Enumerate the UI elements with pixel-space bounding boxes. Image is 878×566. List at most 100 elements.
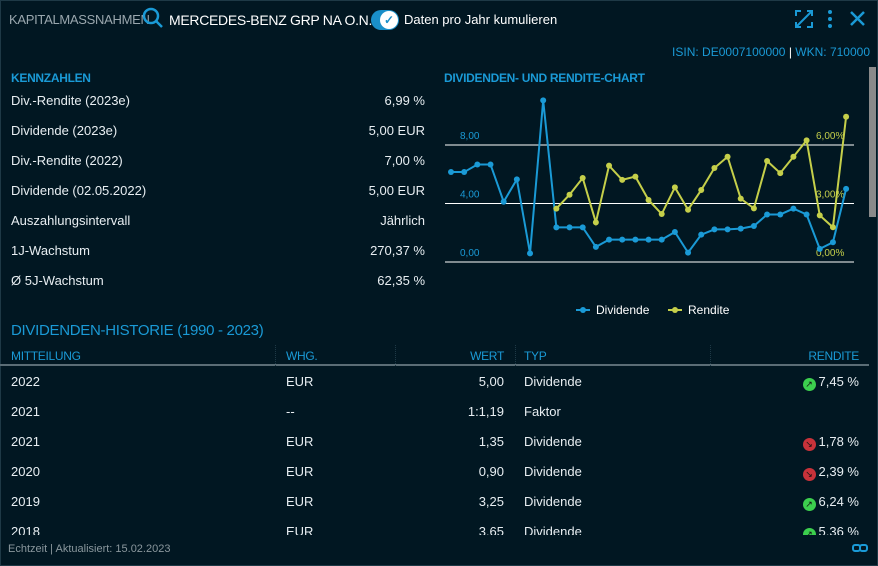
data-point-dividende [671, 229, 678, 236]
cell-value: 5,00 [478, 374, 504, 389]
table-row[interactable]: 2019 EUR 3,25 Dividende ↗ 6,24 % [0, 486, 869, 516]
cell-type: Dividende [524, 494, 582, 509]
data-point-dividende [448, 169, 454, 176]
right-tick-label: 3,00% [816, 190, 844, 201]
data-point-rendite [632, 173, 639, 180]
data-point-dividende [724, 226, 731, 233]
cell-currency: -- [286, 404, 295, 419]
link-icon[interactable] [852, 541, 868, 556]
table-row[interactable]: 2018 EUR 3,65 Dividende ↗ 5,36 % [0, 516, 869, 535]
cell-type: Dividende [524, 524, 582, 535]
data-point-dividende [658, 236, 665, 243]
cell-year: 2022 [11, 374, 40, 389]
data-point-dividende [619, 236, 626, 243]
legend-label-rendite: Rendite [688, 303, 730, 317]
kennzahl-value: 5,00 EUR [368, 123, 425, 138]
table-row[interactable]: 2020 EUR 0,90 Dividende ↘ 2,39 % [0, 456, 869, 486]
data-point-dividende [816, 245, 823, 252]
data-point-rendite [777, 170, 784, 177]
trend-up-icon: ↗ [802, 498, 816, 511]
data-point-rendite [803, 137, 810, 144]
chart-title: DIVIDENDEN- UND RENDITE-CHART [444, 71, 645, 85]
col-rendite[interactable]: RENDITE [808, 349, 859, 363]
data-point-rendite [671, 184, 678, 191]
kennzahl-label: Div.-Rendite (2022) [11, 153, 123, 168]
status-footer: Echtzeit | Aktualisiert: 15.02.2023 [8, 543, 171, 555]
toggle-label: Daten pro Jahr kumulieren [404, 12, 558, 27]
data-point-dividende [764, 211, 771, 218]
data-point-rendite [566, 191, 573, 198]
kennzahl-row: Dividende (2023e) 5,00 EUR [11, 123, 425, 138]
cell-yield: 5,36 % [818, 524, 859, 535]
data-point-dividende [606, 236, 613, 243]
cell-currency: EUR [286, 464, 314, 479]
legend-marker [672, 307, 678, 313]
kennzahlen-title: KENNZAHLEN [11, 71, 91, 85]
data-point-dividende [632, 236, 639, 243]
data-point-rendite [816, 212, 823, 219]
cell-yield: 1,78 % [818, 434, 859, 449]
cell-year: 2019 [11, 494, 40, 509]
kennzahl-row: Auszahlungsintervall Jährlich [11, 213, 425, 228]
data-point-dividende [777, 211, 784, 218]
data-point-dividende [540, 97, 547, 104]
data-point-rendite [685, 206, 692, 213]
kennzahl-row: Div.-Rendite (2023e) 6,99 % [11, 93, 425, 108]
data-point-rendite [579, 174, 586, 181]
data-point-dividende [474, 161, 481, 168]
data-point-rendite [829, 224, 836, 231]
cell-currency: EUR [286, 434, 314, 449]
legend-marker [580, 307, 586, 313]
cell-yield: 7,45 % [818, 374, 859, 389]
close-icon[interactable] [850, 11, 865, 29]
trend-up-icon: ↗ [802, 378, 816, 391]
data-point-dividende [645, 236, 652, 243]
cell-currency: EUR [286, 374, 314, 389]
col-whg[interactable]: WHG. [286, 349, 318, 363]
separator: | [788, 45, 792, 59]
data-point-rendite [658, 211, 665, 218]
data-point-dividende [513, 176, 520, 183]
cell-type: Dividende [524, 434, 582, 449]
more-icon[interactable] [827, 9, 833, 32]
kennzahl-label: Dividende (2023e) [11, 123, 118, 138]
data-point-dividende [737, 225, 744, 232]
data-point-dividende [790, 205, 797, 212]
trend-up-icon: ↗ [802, 528, 816, 535]
kennzahl-row: Dividende (02.05.2022) 5,00 EUR [11, 183, 425, 198]
data-point-dividende [711, 226, 718, 233]
col-typ[interactable]: TYP [524, 349, 547, 363]
history-table: 2022 EUR 5,00 Dividende ↗ 7,45 % 2021 -- 1… [0, 366, 869, 535]
data-point-rendite [592, 219, 599, 226]
data-point-dividende [487, 161, 494, 168]
data-point-dividende [579, 224, 586, 231]
kennzahl-label: Ø 5J-Wachstum [11, 273, 104, 288]
data-point-dividende [750, 223, 757, 230]
table-row[interactable]: 2021 -- 1:1,19 Faktor [0, 396, 869, 426]
kennzahl-value: 6,99 % [384, 93, 425, 108]
kennzahl-value: 7,00 % [384, 153, 425, 168]
trend-down-icon: ↘ [802, 468, 816, 481]
dividend-chart: 0,00 0,00% 4,00 3,00% 8,00 6,00% Dividende Rend… [445, 97, 854, 317]
kennzahl-row: Div.-Rendite (2022) 7,00 % [11, 153, 425, 168]
table-row[interactable]: 2021 EUR 1,35 Dividende ↘ 1,78 % [0, 426, 869, 456]
kennzahl-label: Auszahlungsintervall [11, 213, 131, 228]
search-icon[interactable] [142, 7, 164, 34]
table-header: MITTEILUNG WHG. WERT TYP RENDITE [0, 345, 869, 366]
col-mitteilung[interactable]: MITTEILUNG [11, 349, 81, 363]
check-icon: ✓ [380, 11, 398, 29]
col-wert[interactable]: WERT [470, 349, 504, 363]
data-point-rendite [724, 153, 731, 160]
data-point-dividende [592, 243, 599, 250]
scrollbar-thumb[interactable] [869, 67, 876, 217]
table-row[interactable]: 2022 EUR 5,00 Dividende ↗ 7,45 % [0, 366, 869, 396]
data-point-rendite [750, 205, 757, 212]
cell-value: 3,25 [478, 494, 504, 509]
cumulate-toggle[interactable]: ✓ [371, 10, 399, 30]
stock-name[interactable]: MERCEDES-BENZ GRP NA O.N. [169, 12, 373, 28]
kennzahl-value: Jährlich [380, 213, 425, 228]
expand-icon[interactable] [794, 9, 814, 32]
data-point-rendite [790, 153, 797, 160]
cell-yield: 2,39 % [818, 464, 859, 479]
cell-type: Dividende [524, 464, 582, 479]
